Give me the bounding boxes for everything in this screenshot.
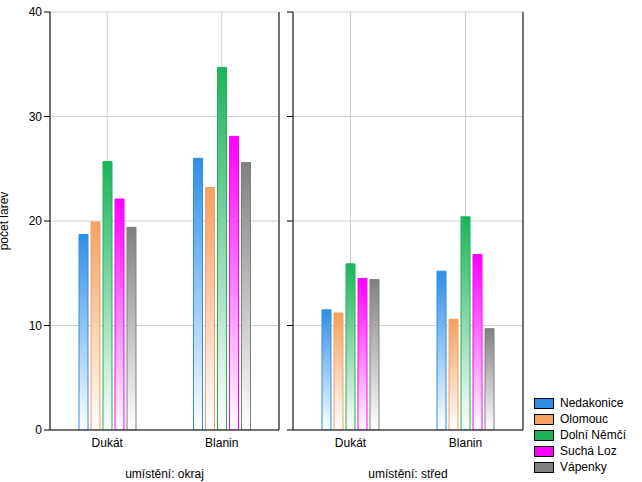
html-text:Suchá Loz: Suchá Loz bbox=[560, 444, 617, 458]
html-text:Vápenky: Vápenky bbox=[560, 460, 607, 474]
svg-text:umístění: okraj: umístění: okraj bbox=[125, 467, 204, 481]
svg-text:40: 40 bbox=[29, 5, 43, 19]
html-text:Dolní Němčí: Dolní Němčí bbox=[560, 428, 626, 442]
html-text:Nedakonice: Nedakonice bbox=[560, 396, 624, 410]
svg-text:Dukát: Dukát bbox=[335, 436, 367, 450]
svg-text:počet larev: počet larev bbox=[8, 192, 11, 251]
svg-text:30: 30 bbox=[29, 110, 43, 124]
svg-text:0: 0 bbox=[35, 423, 42, 437]
svg-text:20: 20 bbox=[29, 214, 43, 228]
svg-text:Blanin: Blanin bbox=[449, 436, 482, 450]
html-text:Olomouc: Olomouc bbox=[560, 412, 608, 426]
svg-text:umístění: střed: umístění: střed bbox=[368, 467, 447, 481]
svg-text:10: 10 bbox=[29, 319, 43, 333]
svg-text:Blanin: Blanin bbox=[205, 436, 238, 450]
svg-text:Dukát: Dukát bbox=[92, 436, 124, 450]
